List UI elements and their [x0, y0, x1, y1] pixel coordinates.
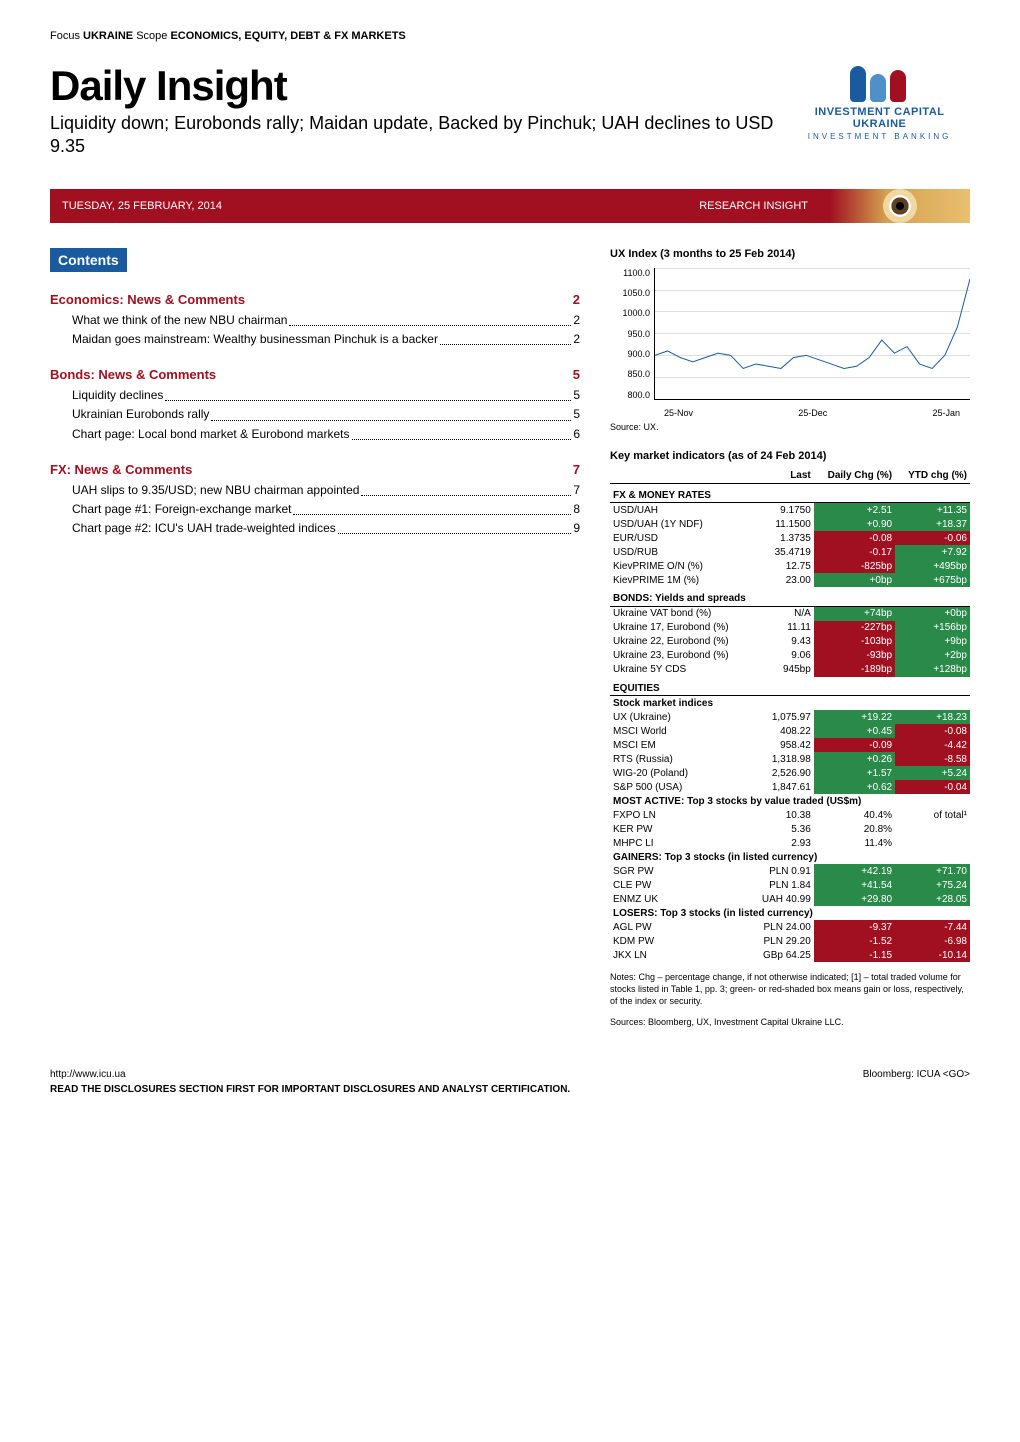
kmi-row: Ukraine 17, Eurobond (%)11.11-227bp+156b… — [610, 621, 970, 635]
kmi-sub-head: GAINERS: Top 3 stocks (in listed currenc… — [610, 850, 970, 864]
kmi-col-header: Last — [750, 468, 813, 484]
kmi-section-head: EQUITIES — [610, 677, 970, 696]
kmi-row: FXPO LN10.3840.4%of total¹ — [610, 808, 970, 822]
kmi-notes: Notes: Chg – percentage change, if not o… — [610, 972, 970, 1007]
toc-section-head: Economics: News & Comments2 — [50, 292, 580, 307]
chart-title: UX Index (3 months to 25 Feb 2014) — [610, 248, 970, 260]
kmi-section-head: FX & MONEY RATES — [610, 483, 970, 503]
toc-item: Chart page #2: ICU's UAH trade-weighted … — [50, 519, 580, 538]
kmi-col-header — [610, 468, 750, 484]
kmi-row: S&P 500 (USA)1,847.61+0.62-0.04 — [610, 780, 970, 794]
kmi-row: AGL PWPLN 24.00-9.37-7.44 — [610, 920, 970, 934]
kmi-row: RTS (Russia)1,318.98+0.26-8.58 — [610, 752, 970, 766]
logo-subtitle: INVESTMENT BANKING — [789, 132, 970, 141]
kmi-row: Ukraine 22, Eurobond (%)9.43-103bp+9bp — [610, 635, 970, 649]
footer-bloomberg: Bloomberg: ICUA <GO> — [863, 1069, 970, 1080]
page-subtitle: Liquidity down; Eurobonds rally; Maidan … — [50, 112, 789, 159]
kmi-col-header: Daily Chg (%) — [814, 468, 895, 484]
toc-section: FX: News & Comments7 UAH slips to 9.35/US… — [50, 462, 580, 539]
kmi-row: Ukraine 5Y CDS945bp-189bp+128bp — [610, 663, 970, 677]
kmi-row: MSCI EM958.42-0.09-4.42 — [610, 738, 970, 752]
kmi-row: KER PW5.3620.8% — [610, 822, 970, 836]
research-label: RESEARCH INSIGHT — [699, 200, 808, 212]
kmi-row: MSCI World408.22+0.45-0.08 — [610, 724, 970, 738]
toc-item: Maidan goes mainstream: Wealthy business… — [50, 330, 580, 349]
kmi-row: KDM PWPLN 29.20-1.52-6.98 — [610, 934, 970, 948]
kmi-title: Key market indicators (as of 24 Feb 2014… — [610, 450, 970, 462]
footer-url: http://www.icu.ua — [50, 1069, 126, 1080]
toc-item: What we think of the new NBU chairman2 — [50, 311, 580, 330]
kmi-row: USD/UAH (1Y NDF)11.1500+0.90+18.37 — [610, 517, 970, 531]
kmi-row: MHPC LI2.9311.4% — [610, 836, 970, 850]
kmi-row: EUR/USD1.3735-0.08-0.06 — [610, 531, 970, 545]
kmi-row: ENMZ UKUAH 40.99+29.80+28.05 — [610, 892, 970, 906]
eye-icon — [830, 189, 970, 223]
kmi-row: WIG-20 (Poland)2,526.90+1.57+5.24 — [610, 766, 970, 780]
logo-name: INVESTMENT CAPITAL UKRAINE — [789, 106, 970, 130]
chart-source: Source: UX. — [610, 422, 970, 432]
kmi-row: UX (Ukraine)1,075.97+19.22+18.23 — [610, 710, 970, 724]
toc-section: Bonds: News & Comments5 Liquidity decline… — [50, 367, 580, 444]
kmi-row: Ukraine 23, Eurobond (%)9.06-93bp+2bp — [610, 649, 970, 663]
kmi-section-head: BONDS: Yields and spreads — [610, 587, 970, 606]
date-bar: TUESDAY, 25 FEBRUARY, 2014 RESEARCH INSI… — [50, 189, 970, 223]
toc-item: Chart page: Local bond market & Eurobond… — [50, 425, 580, 444]
toc-item: UAH slips to 9.35/USD; new NBU chairman … — [50, 481, 580, 500]
toc-item: Liquidity declines5 — [50, 386, 580, 405]
toc-section-head: Bonds: News & Comments5 — [50, 367, 580, 382]
ux-index-chart: 1100.01050.01000.0950.0900.0850.0800.0 2… — [610, 268, 970, 418]
toc-section: Economics: News & Comments2 What we think… — [50, 292, 580, 349]
kmi-table: LastDaily Chg (%)YTD chg (%) FX & MONEY … — [610, 468, 970, 963]
kmi-sub-head: LOSERS: Top 3 stocks (in listed currency… — [610, 906, 970, 920]
kmi-sub-head: Stock market indices — [610, 696, 970, 711]
kmi-row: KievPRIME O/N (%)12.75-825bp+495bp — [610, 559, 970, 573]
kmi-col-header: YTD chg (%) — [895, 468, 970, 484]
kmi-row: USD/RUB35.4719-0.17+7.92 — [610, 545, 970, 559]
kmi-row: SGR PWPLN 0.91+42.19+71.70 — [610, 864, 970, 878]
page-footer: http://www.icu.ua Bloomberg: ICUA <GO> R… — [50, 1069, 970, 1095]
toc-section-head: FX: News & Comments7 — [50, 462, 580, 477]
kmi-row: CLE PWPLN 1.84+41.54+75.24 — [610, 878, 970, 892]
kmi-row: JKX LNGBp 64.25-1.15-10.14 — [610, 948, 970, 962]
footer-disclaimer: READ THE DISCLOSURES SECTION FIRST FOR I… — [50, 1084, 970, 1095]
kmi-row: USD/UAH9.1750+2.51+11.35 — [610, 503, 970, 518]
report-date: TUESDAY, 25 FEBRUARY, 2014 — [62, 200, 699, 212]
logo-icon — [789, 62, 970, 102]
kmi-row: Ukraine VAT bond (%)N/A+74bp+0bp — [610, 606, 970, 621]
toc-item: Ukrainian Eurobonds rally5 — [50, 405, 580, 424]
page-title: Daily Insight — [50, 62, 789, 110]
kmi-sub-head: MOST ACTIVE: Top 3 stocks by value trade… — [610, 794, 970, 808]
toc-item: Chart page #1: Foreign-exchange market8 — [50, 500, 580, 519]
kmi-row: KievPRIME 1M (%)23.00+0bp+675bp — [610, 573, 970, 587]
contents-badge: Contents — [50, 248, 127, 272]
header-tag: Focus UKRAINE Scope ECONOMICS, EQUITY, D… — [50, 30, 970, 42]
company-logo: INVESTMENT CAPITAL UKRAINE INVESTMENT BA… — [789, 62, 970, 141]
kmi-sources: Sources: Bloomberg, UX, Investment Capit… — [610, 1017, 970, 1029]
